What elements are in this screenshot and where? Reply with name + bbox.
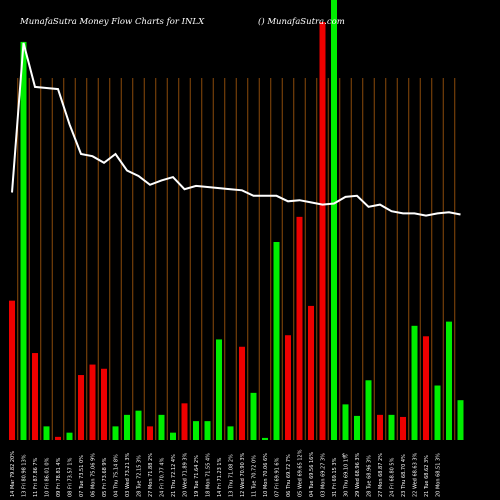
x-tick-label: 08 Fri 73.57 1% [68, 457, 74, 497]
x-tick-label: 04 Tue 69.56 16% [309, 452, 315, 497]
chart-subtitle: () MunafaSutra.com [258, 16, 345, 27]
money-flow-bar [101, 368, 107, 440]
x-tick-label: 07 Fri 69.91 6% [275, 457, 281, 497]
x-tick-label: 29 Wed 68.96 3% [355, 452, 361, 497]
x-tick-label: 10 Mon 70.06 6% [263, 453, 269, 497]
x-tick-label: 11 Fri 87.86 7% [33, 457, 39, 497]
separator-lines [17, 78, 456, 440]
x-tick-label: 30 Thu 69.10 1% [344, 454, 350, 497]
money-flow-bar [20, 41, 27, 441]
x-tick-label: 07 Tue 73.51 0% [79, 455, 85, 497]
money-flow-bar [216, 339, 222, 440]
money-flow-bars [9, 0, 464, 441]
money-flow-bar [423, 336, 429, 440]
money-flow-bar [181, 403, 188, 440]
money-flow-bar [158, 414, 165, 440]
money-flow-bar [296, 216, 303, 440]
x-tick-label: 21 Tue 68.62 3% [424, 455, 430, 497]
money-flow-bar [411, 325, 418, 440]
x-tick-label: 04 Thu 75.14 8% [114, 454, 120, 497]
money-flow-bar [331, 0, 337, 440]
x-tick-label: 06 Mon 75.06 9% [91, 453, 97, 497]
x-tick-label: 13 Thu 71.08 2% [229, 454, 235, 497]
chart-title: MunafaSutra Money Flow Charts for INLX [19, 17, 205, 27]
money-flow-bar [354, 415, 360, 440]
money-flow-bar [388, 414, 395, 440]
money-flow-bar [112, 426, 119, 440]
x-tick-label: 23 Thu 68.70 4% [401, 454, 407, 497]
x-tick-label: 27 Mon 71.88 2% [148, 453, 154, 497]
money-flow-bar [285, 335, 291, 440]
money-flow-bar [446, 321, 452, 440]
money-flow-bar [78, 375, 84, 440]
x-tick-label: 31 Fri 69.15 3% [332, 457, 338, 497]
x-tick-label: 24 Fri 68.80 5% [390, 457, 396, 497]
x-tick-label: 28 Tue 72.15 3% [137, 455, 143, 497]
money-flow-bar [365, 380, 372, 440]
x-tick-label: 24 Fri 70.77 4% [160, 457, 166, 497]
money-flow-bar [135, 410, 142, 440]
x-tick-label: 14 Fri 71.23 1% [217, 457, 223, 497]
money-flow-bar [147, 426, 153, 440]
money-flow-bar [457, 400, 464, 440]
money-flow-bar [66, 432, 73, 440]
money-flow-bar [89, 364, 96, 440]
money-flow-bar [377, 414, 383, 440]
x-tick-label: 10 Fri 86.01 0% [45, 457, 51, 497]
money-flow-bar [227, 426, 234, 440]
money-flow-bar [319, 22, 326, 440]
money-flow-bar [400, 416, 406, 440]
money-flow-bar [55, 436, 61, 440]
money-flow-bar [262, 437, 268, 440]
x-tick-label: 05 Fri 73.68 9% [102, 457, 108, 497]
x-tick-label: 11 Tue 70.72 0% [252, 455, 258, 497]
money-flow-bar [434, 385, 441, 440]
money-flow-bar [308, 305, 314, 440]
money-flow-bar [342, 404, 349, 440]
x-axis-tick-labels: 14 Mar 79.82 20% 13 Fri 80.98 13% 11 Fri 8… [10, 449, 442, 497]
x-tick-label: 05 Wed 69.65 12% [298, 449, 304, 497]
x-tick-label: 09 Fri 78.81 4% [56, 457, 62, 497]
x-tick-label: 19 Tue 71.64 2% [194, 455, 200, 497]
x-tick-label: 22 Wed 68.63 3% [413, 452, 419, 497]
money-flow-bar [170, 432, 176, 440]
money-flow-bar [250, 392, 257, 440]
x-tick-label: 20 Mon 68.51 3% [436, 453, 442, 497]
x-tick-label: 14 Mar 79.82 20% [10, 451, 16, 497]
x-tick-label: 13 Fri 80.98 13% [22, 454, 28, 497]
x-tick-label: 18 Mon 71.55 4% [206, 453, 212, 497]
money-flow-bar [239, 346, 245, 440]
money-flow-bar [193, 421, 199, 440]
x-tick-label: 20 Wed 71.89 3% [183, 452, 189, 497]
money-flow-bar [124, 414, 130, 440]
money-flow-bar [32, 353, 38, 440]
x-tick-label: 21 Thu 72.12 4% [171, 454, 177, 497]
money-flow-bar [204, 421, 211, 440]
x-tick-label: 06 Thu 69.72 7% [286, 454, 292, 497]
money-flow-bar [43, 426, 50, 440]
x-tick-label: 03 Wed 73.21 3% [125, 452, 131, 497]
money-flow-bar [9, 300, 15, 440]
x-tick-label: 27 Mon 68.87 2% [378, 453, 384, 497]
money-flow-bar [273, 242, 280, 440]
x-tick-label: 03 Mon 69.27 3% [321, 453, 327, 497]
x-tick-label: 28 Tue 68.96 3% [367, 455, 373, 497]
bottom-marker: $ [342, 453, 345, 459]
x-tick-label: 12 Wed 70.90 3% [240, 452, 246, 497]
price-line [11, 42, 461, 217]
